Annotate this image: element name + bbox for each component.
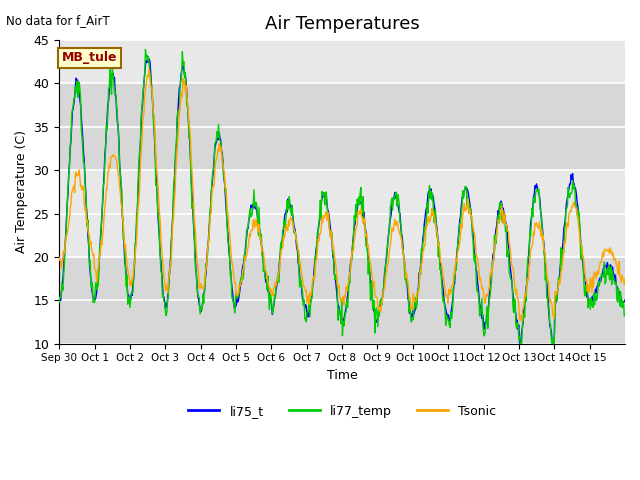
Title: Air Temperatures: Air Temperatures bbox=[265, 15, 419, 33]
Text: MB_tule: MB_tule bbox=[62, 51, 118, 64]
Bar bbox=[59, 257, 625, 344]
Bar bbox=[59, 84, 625, 170]
Y-axis label: Air Temperature (C): Air Temperature (C) bbox=[15, 131, 28, 253]
X-axis label: Time: Time bbox=[326, 369, 358, 382]
Legend: li75_t, li77_temp, Tsonic: li75_t, li77_temp, Tsonic bbox=[183, 399, 501, 422]
Text: No data for f_AirT: No data for f_AirT bbox=[6, 14, 110, 27]
